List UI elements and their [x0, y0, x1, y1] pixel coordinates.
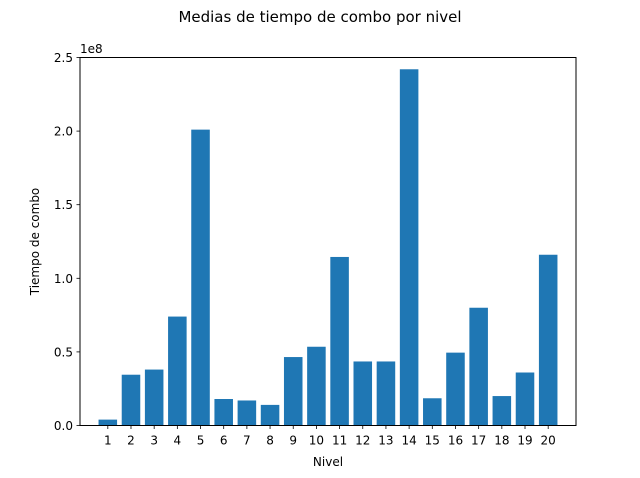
x-tick-label: 4: [174, 434, 182, 448]
x-tick-label: 1: [104, 434, 112, 448]
x-tick-label: 7: [243, 434, 251, 448]
x-tick-label: 10: [309, 434, 324, 448]
bar-nivel-19: [515, 372, 535, 426]
x-axis-label: Nivel: [313, 455, 343, 469]
x-tick-label: 11: [332, 434, 347, 448]
bar-nivel-6: [214, 399, 233, 426]
bar-nivel-15: [423, 398, 442, 426]
y-tick-label: 2.0: [54, 125, 73, 139]
x-axis-ticks: 1 2 3 4 5 6 7 8 9 10 11 12 13 14 15 16 17 18 19 20: [104, 425, 556, 448]
bar-nivel-2: [121, 374, 141, 426]
plot-frame: [79, 57, 577, 426]
x-tick-label: 18: [494, 434, 509, 448]
x-tick-label: 13: [378, 434, 393, 448]
bar-nivel-18: [492, 396, 512, 426]
bar-nivel-3: [144, 369, 164, 426]
bar-nivel-8: [260, 404, 280, 426]
bar-nivel-4: [168, 316, 187, 426]
x-tick-label: 14: [401, 434, 416, 448]
bar-nivel-16: [446, 352, 465, 426]
x-tick-label: 6: [220, 434, 228, 448]
bar-nivel-5: [191, 129, 210, 426]
x-tick-label: 16: [448, 434, 463, 448]
y-tick-label: 1.5: [54, 198, 73, 212]
x-tick-label: 9: [289, 434, 297, 448]
y-axis-label: Tiempo de combo: [28, 188, 42, 297]
bar-nivel-1: [98, 419, 118, 426]
y-tick-label: 0.0: [54, 419, 73, 433]
y-tick-label: 1.0: [54, 272, 73, 286]
x-tick-label: 15: [425, 434, 440, 448]
x-tick-label: 5: [197, 434, 205, 448]
bar-nivel-11: [330, 256, 349, 426]
bar-nivel-12: [353, 361, 373, 426]
bar-nivel-13: [376, 361, 396, 426]
bar-nivel-7: [237, 400, 257, 426]
x-tick-label: 8: [266, 434, 274, 448]
x-tick-label: 2: [127, 434, 135, 448]
y-axis-ticks: 0.0 0.5 1.0 1.5 2.0 2.5: [54, 51, 80, 433]
y-tick-label: 2.5: [54, 51, 73, 65]
bar-nivel-14: [399, 69, 419, 426]
y-axis-multiplier: 1e8: [80, 42, 103, 56]
bar-nivel-17: [469, 307, 488, 426]
bar-nivel-20: [538, 254, 558, 426]
x-tick-label: 20: [541, 434, 556, 448]
x-tick-label: 3: [150, 434, 158, 448]
x-tick-label: 17: [471, 434, 486, 448]
bar-nivel-10: [307, 346, 326, 426]
x-tick-label: 19: [517, 434, 532, 448]
bars-group: [98, 69, 558, 426]
y-tick-label: 0.5: [54, 345, 73, 359]
bar-nivel-9: [283, 357, 303, 426]
x-tick-label: 12: [355, 434, 370, 448]
chart-title: Medias de tiempo de combo por nivel: [178, 8, 461, 26]
